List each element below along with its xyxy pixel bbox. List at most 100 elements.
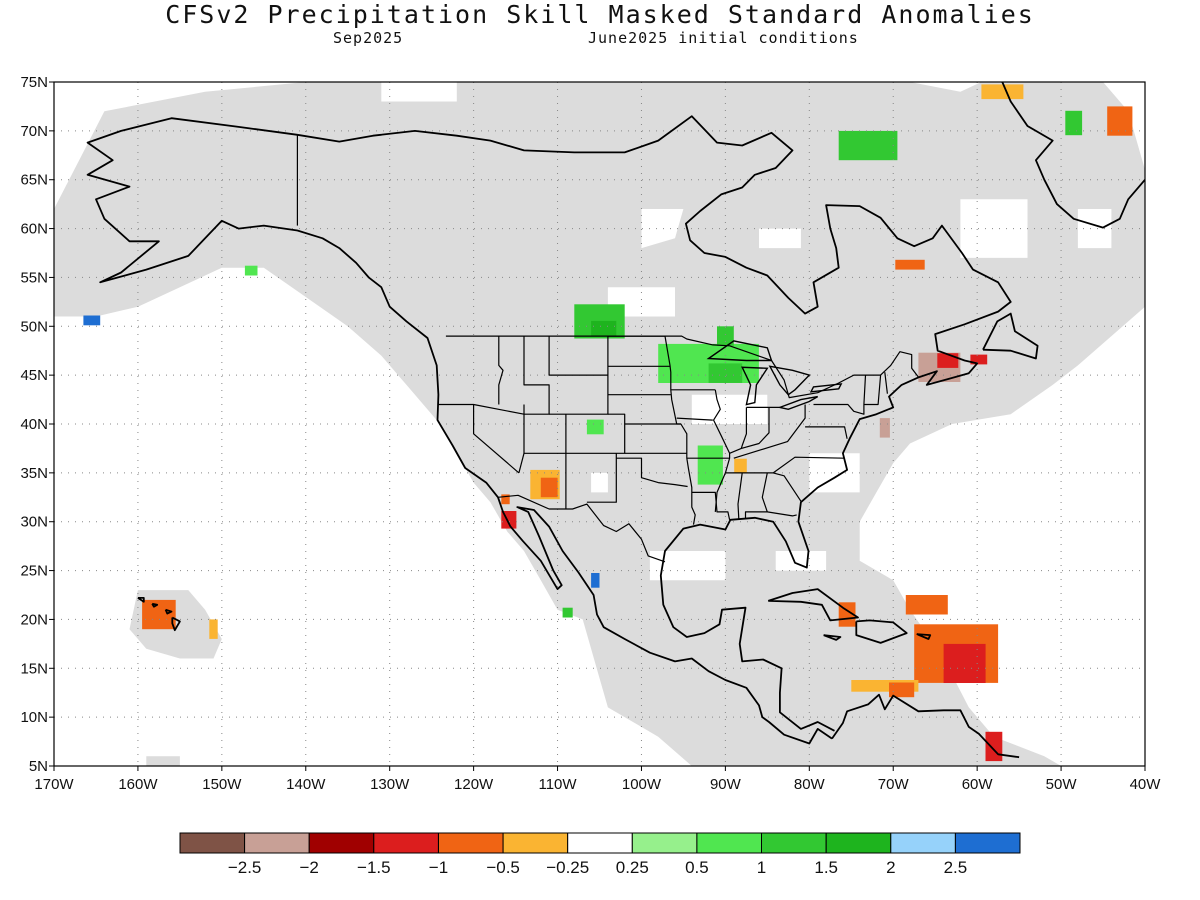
anomaly-cell-1 xyxy=(209,619,218,639)
anomaly-cell-32 xyxy=(591,573,600,588)
lon-tick-label: 90W xyxy=(710,776,742,793)
political-border xyxy=(586,453,617,503)
lon-tick-label: 80W xyxy=(794,776,826,793)
colorbar-swatch xyxy=(761,832,827,854)
coastline-layer xyxy=(86,82,1145,759)
anomaly-cell-8 xyxy=(586,419,604,435)
colorbar: −2.5 −2 −1.5 −1 −0.5 −0.25 0.25 0.5 1 1.5 2 2.5 xyxy=(179,832,1021,877)
colorbar-swatch xyxy=(696,832,763,854)
chart-title: CFSv2 Precipitation Skill Masked Standar… xyxy=(165,0,1035,29)
political-border xyxy=(863,375,882,406)
coastline xyxy=(831,693,1020,759)
anomaly-cell-29 xyxy=(851,680,919,692)
no-skill-region xyxy=(649,551,726,581)
anomaly-cell-19 xyxy=(879,418,890,438)
anomaly-cell-12 xyxy=(708,363,743,383)
lat-tick-label: 40N xyxy=(20,416,48,433)
anomaly-cell-3 xyxy=(83,315,101,326)
anomaly-cell-22 xyxy=(1107,106,1133,136)
political-border xyxy=(518,453,525,474)
political-border xyxy=(729,407,770,454)
anomaly-cell-15 xyxy=(734,458,747,474)
colorbar-swatch xyxy=(502,832,569,854)
lat-tick-label: 55N xyxy=(20,269,48,286)
lon-tick-label: 130W xyxy=(370,776,410,793)
political-border xyxy=(813,375,867,415)
anomaly-cell-27 xyxy=(905,595,948,615)
coastline xyxy=(767,588,859,622)
colorbar-label: 1 xyxy=(757,858,766,877)
political-border xyxy=(767,511,797,517)
political-border xyxy=(445,335,919,399)
colorbar-label: −2 xyxy=(300,858,319,877)
coastline xyxy=(151,602,159,608)
colorbar-swatch xyxy=(373,832,439,854)
latitude-ticks: 5N 10N 15N 20N 25N 30N 35N 40N 45N 50N 55N 60N 65N 70… xyxy=(20,74,54,775)
lat-tick-label: 5N xyxy=(29,758,48,775)
political-border xyxy=(773,472,802,502)
coastline xyxy=(297,115,1012,732)
political-border xyxy=(473,404,520,474)
colorbar-label: 0.5 xyxy=(685,858,709,877)
lon-tick-label: 170W xyxy=(34,776,74,793)
colorbar-label: 2.5 xyxy=(944,858,968,877)
political-border xyxy=(725,456,845,474)
anomaly-cell-20 xyxy=(895,259,925,270)
lat-tick-label: 30N xyxy=(20,514,48,531)
lat-tick-label: 45N xyxy=(20,367,48,384)
no-skill-region xyxy=(591,472,608,493)
no-skill-region xyxy=(809,453,860,493)
colorbar-label: −1.5 xyxy=(357,858,391,877)
anomaly-cell-26 xyxy=(943,643,986,683)
colorbar-swatch xyxy=(890,832,956,854)
no-skill-region xyxy=(775,551,827,571)
lon-tick-label: 60W xyxy=(962,776,994,793)
lat-tick-label: 70N xyxy=(20,123,48,140)
anomaly-cell-5 xyxy=(501,494,510,505)
political-border xyxy=(737,472,743,519)
anomaly-cell-23 xyxy=(981,84,1024,100)
lon-tick-label: 150W xyxy=(202,776,242,793)
lon-tick-label: 140W xyxy=(286,776,326,793)
great-lake xyxy=(768,365,811,396)
colorbar-swatch xyxy=(179,832,246,854)
colorbar-swatch xyxy=(631,832,698,854)
coastline xyxy=(855,619,908,644)
coastline xyxy=(982,312,1039,360)
coastline xyxy=(164,608,173,615)
subtitle-init: June2025 initial conditions xyxy=(588,29,859,47)
no-skill-region xyxy=(691,394,768,424)
subtitle-month: Sep2025 xyxy=(333,29,404,47)
lat-tick-label: 60N xyxy=(20,221,48,238)
great-lake xyxy=(777,395,819,411)
lat-tick-label: 75N xyxy=(20,74,48,91)
coastline xyxy=(137,597,145,603)
lon-tick-label: 100W xyxy=(622,776,662,793)
anomaly-cell-18 xyxy=(970,354,988,365)
colorbar-label: 0.25 xyxy=(616,858,649,877)
political-border xyxy=(805,426,848,439)
colorbar-label: 2 xyxy=(886,858,895,877)
anomaly-cell-17 xyxy=(937,353,959,368)
colorbar-label: −2.5 xyxy=(228,858,262,877)
lat-tick-label: 35N xyxy=(20,465,48,482)
lat-tick-label: 50N xyxy=(20,318,48,335)
anomaly-cell-0 xyxy=(142,599,176,630)
colorbar-label: −1 xyxy=(429,858,448,877)
colorbar-label: −0.25 xyxy=(546,858,589,877)
lon-tick-label: 120W xyxy=(454,776,494,793)
lat-tick-label: 65N xyxy=(20,172,48,189)
great-lake xyxy=(741,366,769,406)
colorbar-swatch xyxy=(567,832,633,854)
anomaly-cell-30 xyxy=(889,682,915,698)
anomaly-cell-10 xyxy=(591,320,617,336)
colorbar-swatch xyxy=(825,832,892,854)
coastline xyxy=(916,633,932,640)
political-border xyxy=(497,494,666,563)
lat-tick-label: 20N xyxy=(20,611,48,628)
anomaly-cell-13 xyxy=(717,326,734,346)
colorbar-swatch xyxy=(308,832,375,854)
anomaly-cell-21 xyxy=(838,130,898,161)
political-border xyxy=(691,491,731,520)
